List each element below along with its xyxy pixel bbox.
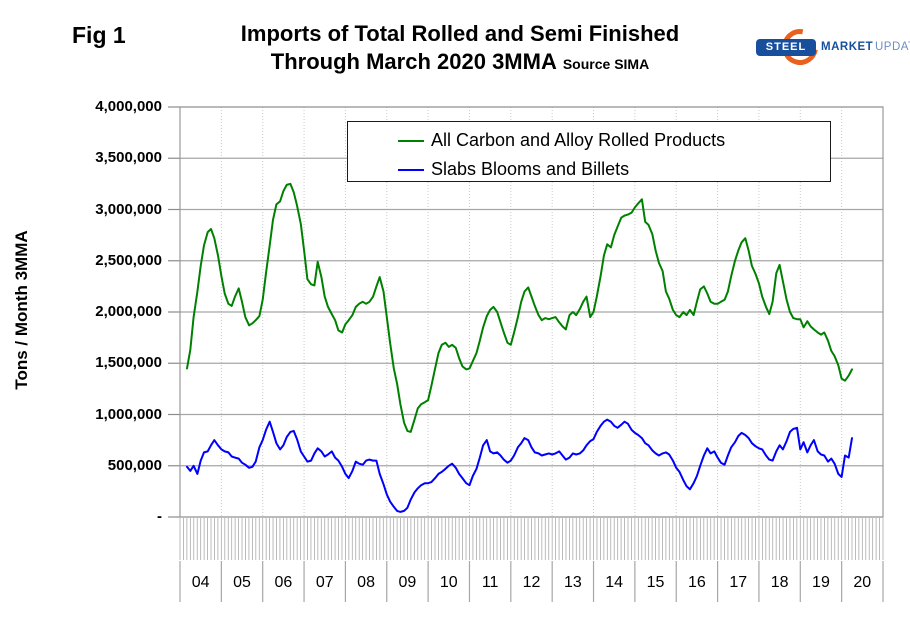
chart-title-line2-text: Through March 2020 3MMA bbox=[270, 49, 557, 74]
plot-border bbox=[179, 106, 884, 518]
legend-line-swatch-blue bbox=[398, 168, 424, 171]
fig-label: Fig 1 bbox=[72, 22, 126, 48]
legend-row-slabs: Slabs Blooms and Billets bbox=[348, 155, 830, 184]
y-tick-label: 1,000,000 bbox=[95, 405, 162, 423]
legend-label-slabs: Slabs Blooms and Billets bbox=[431, 159, 630, 179]
y-tick-label: 3,500,000 bbox=[95, 149, 162, 167]
x-year-label: 19 bbox=[812, 574, 830, 591]
x-year-label: 10 bbox=[439, 574, 458, 591]
logo-market-text: MARKET bbox=[821, 41, 874, 53]
y-tick-label: 1,500,000 bbox=[95, 354, 162, 372]
y-tick-label: 500,000 bbox=[107, 456, 162, 474]
x-year-label: 09 bbox=[398, 574, 417, 591]
x-year-label: 15 bbox=[646, 574, 665, 591]
y-tick-label: 3,000,000 bbox=[95, 200, 162, 218]
x-year-label: 20 bbox=[853, 574, 872, 591]
y-tick-label: - bbox=[157, 508, 162, 525]
series-line-0 bbox=[186, 182, 853, 433]
smu-logo: STEEL MARKET UPDATE bbox=[756, 21, 910, 73]
x-year-label: 07 bbox=[315, 574, 334, 591]
x-year-label: 16 bbox=[688, 574, 706, 591]
y-tick-label: 2,500,000 bbox=[95, 251, 162, 269]
x-year-label: 04 bbox=[191, 574, 210, 591]
x-year-label: 18 bbox=[770, 574, 789, 591]
series-line-1 bbox=[186, 418, 853, 513]
x-year-label: 06 bbox=[274, 574, 293, 591]
legend-line-swatch-green bbox=[398, 139, 424, 142]
x-year-label: 17 bbox=[729, 574, 748, 591]
chart-title-line2: Through March 2020 3MMA Source SIMA bbox=[140, 48, 780, 78]
y-tick-label: 2,000,000 bbox=[95, 303, 162, 320]
legend-row-rolled-products: All Carbon and Alloy Rolled Products bbox=[348, 126, 830, 155]
x-year-label: 08 bbox=[357, 574, 375, 591]
x-year-label: 14 bbox=[605, 574, 624, 591]
logo-update-text: UPDATE bbox=[875, 41, 910, 53]
y-tick-label: 4,000,000 bbox=[95, 98, 162, 115]
logo-steel-badge: STEEL bbox=[756, 39, 816, 56]
chart-title-block: Imports of Total Rolled and Semi Finishe… bbox=[140, 20, 780, 78]
chart-title-line1: Imports of Total Rolled and Semi Finishe… bbox=[240, 21, 680, 46]
legend: All Carbon and Alloy Rolled Products Sla… bbox=[347, 121, 831, 182]
source-note: Source SIMA bbox=[562, 56, 650, 72]
x-year-label: 05 bbox=[233, 574, 251, 591]
x-year-label: 12 bbox=[522, 574, 541, 591]
legend-label-rolled-products: All Carbon and Alloy Rolled Products bbox=[431, 130, 726, 150]
x-year-label: 13 bbox=[563, 574, 582, 591]
x-year-label: 11 bbox=[481, 574, 499, 591]
